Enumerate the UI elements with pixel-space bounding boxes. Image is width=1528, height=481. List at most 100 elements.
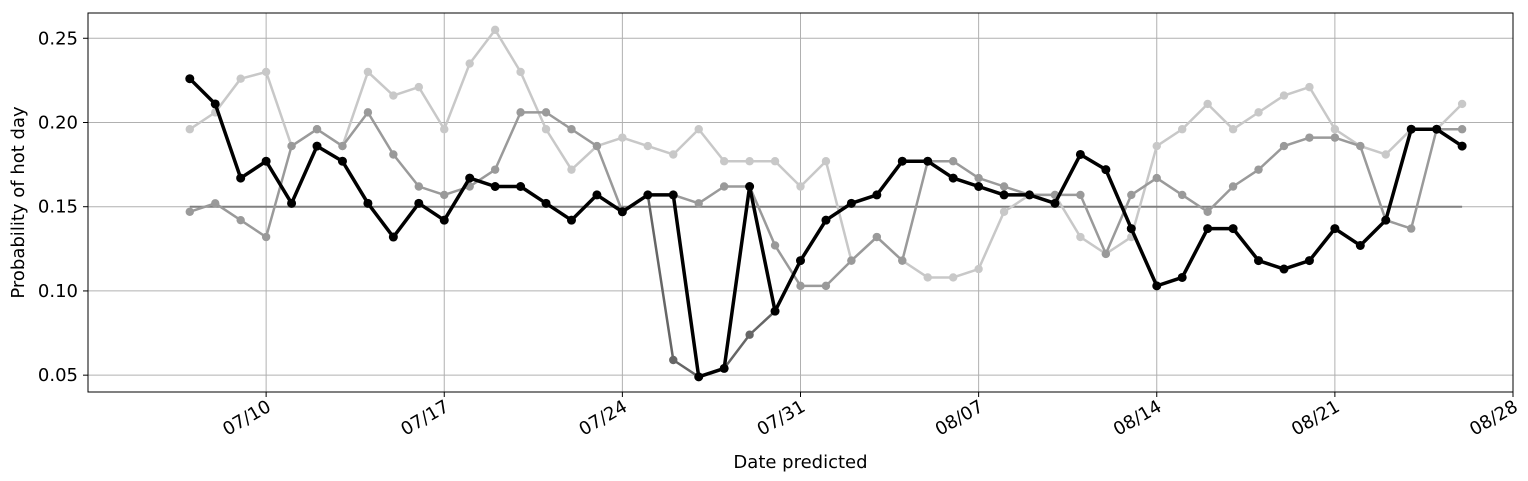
data-point <box>1152 173 1161 183</box>
data-point <box>999 182 1009 191</box>
data-point <box>592 190 602 200</box>
data-point <box>1177 190 1187 200</box>
data-point <box>745 330 754 339</box>
series-3 <box>185 74 1467 382</box>
data-point <box>974 181 984 191</box>
data-point <box>363 67 373 77</box>
data-point <box>1254 165 1263 174</box>
data-point <box>1127 190 1136 200</box>
data-point <box>847 256 856 265</box>
data-point <box>185 207 194 216</box>
data-point <box>389 91 398 100</box>
data-point <box>414 82 424 92</box>
data-point <box>796 256 805 266</box>
data-point <box>490 165 500 174</box>
data-point <box>923 156 933 166</box>
data-point <box>236 74 245 83</box>
data-point <box>1305 133 1314 142</box>
data-point <box>1457 141 1467 151</box>
data-point <box>312 141 322 151</box>
data-point <box>694 125 703 134</box>
data-point <box>541 125 551 134</box>
data-point <box>1076 190 1085 200</box>
y-tick-label: 0.20 <box>38 112 78 133</box>
data-point <box>1177 125 1187 134</box>
x-axis-ticks: 07/10 07/17 07/24 07/31 08/07 08/14 08/21 08/28 <box>219 392 1522 440</box>
data-point <box>821 215 831 225</box>
data-point <box>821 157 831 166</box>
data-point <box>872 232 882 242</box>
data-point <box>821 281 831 291</box>
series-line <box>189 111 1463 288</box>
data-point <box>898 256 907 265</box>
y-tick-label: 0.10 <box>38 281 78 302</box>
data-point <box>719 182 729 191</box>
data-point <box>490 25 500 35</box>
x-tick-label: 08/14 <box>1110 396 1165 440</box>
data-point <box>1152 141 1161 151</box>
data-point <box>236 173 246 183</box>
data-point <box>796 182 805 191</box>
data-point <box>1457 125 1467 134</box>
data-point <box>796 281 805 291</box>
series-group <box>185 25 1467 382</box>
data-point <box>388 232 398 242</box>
data-point <box>770 157 780 166</box>
data-point <box>287 198 297 208</box>
data-point <box>1228 182 1238 191</box>
data-point <box>1304 256 1314 266</box>
data-point <box>414 198 424 208</box>
data-point <box>745 181 755 191</box>
data-point <box>1305 82 1314 92</box>
data-point <box>1025 190 1035 200</box>
data-point <box>694 372 704 382</box>
data-point <box>846 198 856 208</box>
data-point <box>1355 240 1365 250</box>
data-point <box>439 215 449 225</box>
x-tick-label: 08/21 <box>1288 396 1343 440</box>
data-point <box>643 141 653 151</box>
series-4 <box>185 74 1467 382</box>
data-point <box>516 108 525 117</box>
data-point <box>592 141 602 151</box>
data-point <box>338 141 347 151</box>
data-point <box>1356 141 1365 151</box>
data-point <box>694 199 703 208</box>
data-point <box>999 190 1009 200</box>
data-point <box>1050 198 1060 208</box>
data-point <box>999 207 1009 216</box>
data-point <box>261 67 271 77</box>
data-point <box>490 181 500 191</box>
data-point <box>745 157 754 166</box>
data-point <box>1203 99 1212 109</box>
data-point <box>1406 124 1416 134</box>
data-point <box>668 190 678 200</box>
data-point <box>719 363 729 373</box>
x-tick-label: 08/28 <box>1466 396 1521 440</box>
data-point <box>516 67 525 77</box>
data-point <box>1279 264 1289 274</box>
y-tick-label: 0.25 <box>38 28 78 49</box>
data-point <box>363 198 373 208</box>
data-point <box>617 207 627 217</box>
x-tick-label: 07/17 <box>397 396 452 440</box>
data-point <box>185 125 194 134</box>
data-point <box>1330 125 1340 134</box>
data-point <box>1381 215 1391 225</box>
data-point <box>211 199 220 208</box>
data-point <box>1228 224 1238 234</box>
data-point <box>1381 150 1390 159</box>
data-point <box>287 141 296 151</box>
y-axis-ticks: 0.05 0.10 0.15 0.20 0.25 <box>38 28 88 386</box>
data-point <box>669 150 678 159</box>
data-point <box>363 108 373 117</box>
data-point <box>516 181 526 191</box>
y-tick-label: 0.05 <box>38 365 78 386</box>
data-point <box>1076 232 1085 242</box>
x-tick-label: 08/07 <box>932 396 987 440</box>
data-point <box>1152 281 1162 291</box>
data-point <box>567 125 576 134</box>
data-point <box>440 125 449 134</box>
data-point <box>1101 249 1111 259</box>
